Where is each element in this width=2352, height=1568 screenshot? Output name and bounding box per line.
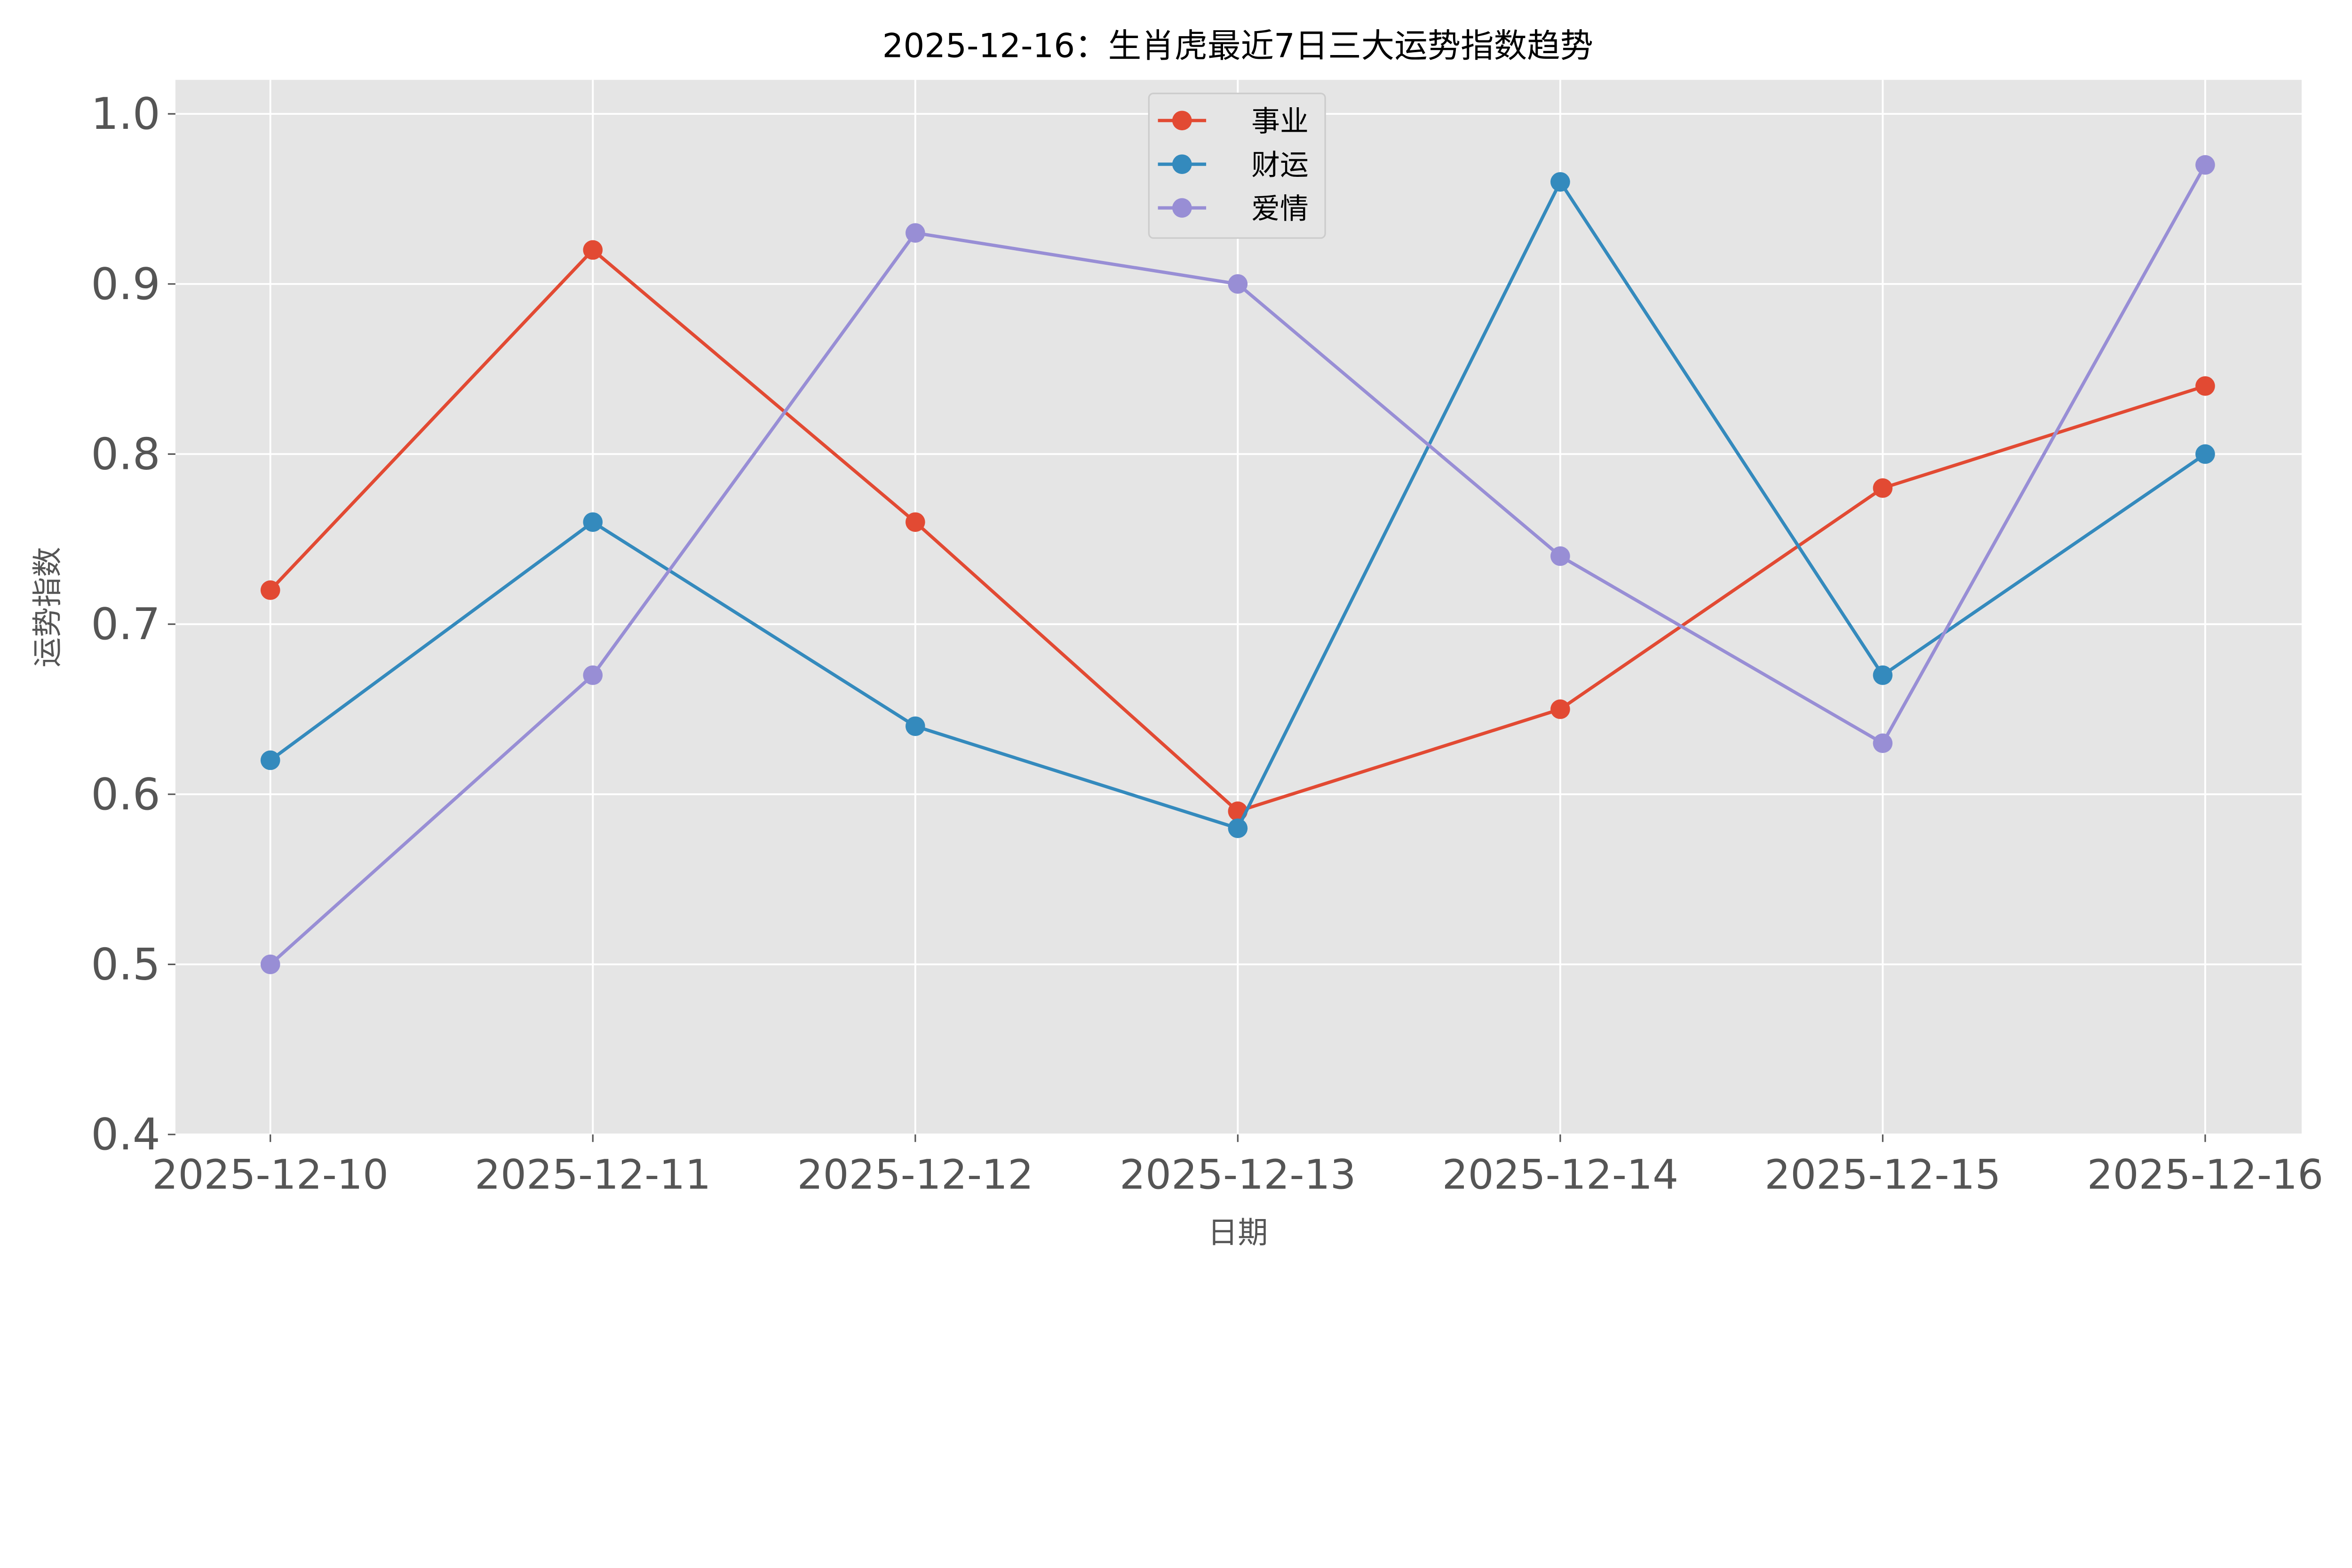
legend-marker bbox=[1172, 111, 1192, 131]
y-tick-label: 0.8 bbox=[91, 429, 160, 480]
legend-marker bbox=[1172, 198, 1192, 218]
series-group bbox=[260, 155, 2215, 974]
data-point bbox=[2195, 155, 2215, 175]
data-point bbox=[905, 716, 925, 736]
data-point bbox=[583, 512, 603, 532]
legend-label: 财运 bbox=[1251, 149, 1309, 182]
data-point bbox=[583, 665, 603, 685]
y-tick-label: 0.5 bbox=[91, 939, 160, 990]
data-point bbox=[905, 223, 925, 243]
series-3 bbox=[260, 155, 2215, 974]
data-point bbox=[1873, 733, 1893, 753]
x-tick-label: 2025-12-14 bbox=[1442, 1152, 1679, 1199]
data-point bbox=[260, 580, 280, 600]
data-point bbox=[1550, 172, 1570, 192]
data-point bbox=[1550, 699, 1570, 719]
data-point bbox=[2195, 376, 2215, 396]
x-axis: 2025-12-10 2025-12-11 2025-12-12 2025-12-13… bbox=[152, 1134, 2324, 1199]
y-tick-label: 0.7 bbox=[91, 599, 160, 649]
y-tick-label: 1.0 bbox=[91, 88, 160, 139]
data-point bbox=[1550, 546, 1570, 566]
data-point bbox=[583, 240, 603, 260]
legend-label: 爱情 bbox=[1251, 192, 1309, 225]
x-axis-label: 日期 bbox=[1208, 1216, 1268, 1251]
y-axis: 0.4 0.5 0.6 0.7 0.8 0.9 1.0 bbox=[91, 88, 175, 1160]
data-point bbox=[1873, 665, 1893, 685]
chart-title: 2025-12-16：生肖虎最近7日三大运势指数趋势 bbox=[882, 27, 1593, 65]
legend-box bbox=[1148, 93, 1326, 239]
series-2 bbox=[260, 172, 2215, 838]
legend-marker bbox=[1172, 154, 1192, 174]
data-point bbox=[1228, 274, 1248, 294]
y-axis-label: 运势指数 bbox=[31, 547, 65, 667]
x-tick-label: 2025-12-10 bbox=[152, 1152, 389, 1199]
data-point bbox=[905, 512, 925, 532]
data-point bbox=[260, 750, 280, 770]
legend-label: 事业 bbox=[1251, 105, 1309, 138]
data-point bbox=[1228, 818, 1248, 838]
line-chart: 2025-12-16：生肖虎最近7日三大运势指数趋势 0.40.50.60.70… bbox=[31, 27, 2324, 1251]
data-point bbox=[1873, 478, 1893, 498]
x-tick-label: 2025-12-12 bbox=[797, 1152, 1034, 1199]
data-point bbox=[260, 954, 280, 974]
series-1 bbox=[260, 240, 2215, 821]
y-tick-label: 0.9 bbox=[91, 259, 160, 309]
y-tick-label: 0.6 bbox=[91, 769, 160, 820]
data-point bbox=[2195, 444, 2215, 464]
x-tick-label: 2025-12-11 bbox=[475, 1152, 711, 1199]
x-tick-label: 2025-12-16 bbox=[2087, 1152, 2324, 1199]
x-tick-label: 2025-12-15 bbox=[1764, 1152, 2001, 1199]
x-tick-label: 2025-12-13 bbox=[1120, 1152, 1356, 1199]
y-tick-label: 0.4 bbox=[91, 1109, 160, 1160]
